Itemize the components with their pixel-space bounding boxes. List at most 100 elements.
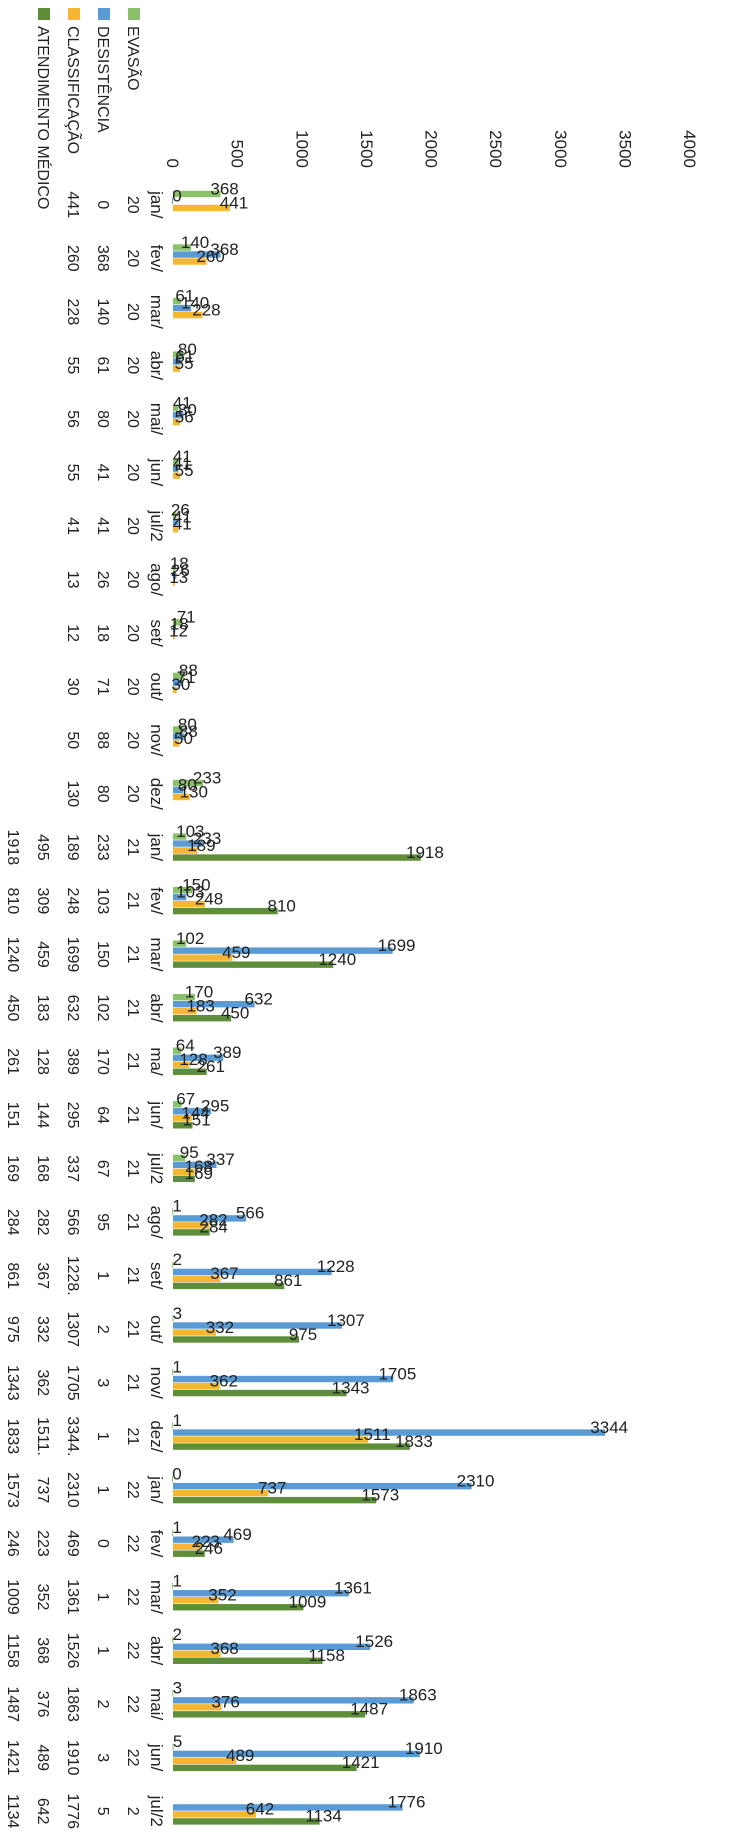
data-label: 13 — [169, 568, 188, 587]
legend-swatch — [38, 8, 50, 20]
x-category-label: jul/2 — [147, 1795, 166, 1827]
data-label: 55 — [175, 461, 194, 480]
table-cell: 246 — [4, 1530, 21, 1557]
data-label: 102 — [176, 929, 204, 948]
data-label: 3 — [173, 1304, 182, 1323]
table-cell: 1134 — [4, 1794, 21, 1829]
data-label: 260 — [196, 247, 224, 266]
bar-atendimento-m-dico — [173, 1604, 303, 1610]
table-cell: 450 — [4, 995, 21, 1022]
data-label: 1 — [172, 1411, 181, 1430]
table-cell: 5 — [94, 1807, 111, 1816]
table-cell: 2 — [124, 1807, 141, 1816]
table-cell: 21 — [124, 1106, 141, 1124]
table-cell: 228 — [64, 299, 81, 326]
data-label: 1134 — [305, 1807, 342, 1826]
table-cell: 389 — [64, 1048, 81, 1075]
bar-atendimento-m-dico — [173, 1711, 365, 1717]
data-label: 1526 — [355, 1632, 393, 1651]
table-cell: 102 — [94, 995, 111, 1022]
table-cell: 1910 — [64, 1740, 81, 1776]
y-tick-label: 500 — [228, 140, 247, 168]
table-cell: 261 — [4, 1048, 21, 1075]
table-cell: 20 — [124, 196, 141, 214]
data-label: 169 — [185, 1164, 213, 1183]
table-cell: 223 — [34, 1530, 51, 1557]
table-cell: 169 — [4, 1155, 21, 1182]
x-category-label: nov/ — [147, 724, 166, 756]
table-cell: 1421 — [4, 1740, 21, 1776]
data-label: 1421 — [342, 1753, 380, 1772]
table-cell: 67 — [94, 1160, 111, 1178]
table-cell: 150 — [94, 941, 111, 968]
x-category-label: jan/ — [147, 190, 166, 219]
table-cell: 21 — [124, 1160, 141, 1178]
table-cell: 1307 — [64, 1311, 81, 1347]
y-tick-label: 4000 — [680, 130, 699, 168]
x-category-label: ma/ — [147, 1047, 166, 1076]
bar-atendimento-m-dico — [173, 1818, 320, 1824]
table-cell: 80 — [94, 410, 111, 428]
table-cell: 1228. — [64, 1256, 81, 1296]
data-label: 489 — [226, 1746, 254, 1765]
y-tick-label: 2000 — [422, 130, 441, 168]
table-cell: 260 — [64, 245, 81, 272]
data-label: 642 — [246, 1800, 274, 1819]
table-cell: 80 — [94, 785, 111, 803]
data-label: 1307 — [327, 1311, 365, 1330]
table-cell: 1 — [94, 1485, 111, 1494]
y-tick-label: 3000 — [551, 130, 570, 168]
table-cell: 376 — [34, 1691, 51, 1718]
data-label: 566 — [236, 1204, 264, 1223]
data-label: 810 — [268, 896, 296, 915]
table-cell: 1776 — [64, 1793, 81, 1829]
data-label: 183 — [186, 997, 214, 1016]
table-cell: 489 — [34, 1744, 51, 1771]
bar-atendimento-m-dico — [173, 854, 421, 860]
data-label: 352 — [208, 1586, 236, 1605]
rotated-frame: 0 500 1000 1500 2000 2500 3000 3500 400036814061… — [4, 8, 699, 1829]
table-cell: 1 — [94, 1646, 111, 1655]
x-category-label: jan/ — [147, 833, 166, 862]
bar-desist-ncia — [173, 1751, 420, 1757]
data-label: 246 — [195, 1539, 223, 1558]
y-tick-label: 1500 — [357, 130, 376, 168]
x-category-label: ago/ — [147, 1206, 166, 1239]
x-category-label: abr/ — [147, 993, 166, 1023]
table-cell: 56 — [64, 410, 81, 428]
data-label: 1833 — [395, 1432, 433, 1451]
data-label: 12 — [169, 622, 188, 641]
table-cell: 737 — [34, 1477, 51, 1504]
data-label: 2310 — [457, 1471, 495, 1490]
data-label: 332 — [206, 1318, 234, 1337]
data-label: 459 — [222, 943, 250, 962]
bar-atendimento-m-dico — [173, 1497, 376, 1503]
table-cell: 41 — [94, 464, 111, 482]
data-label: 1240 — [318, 950, 356, 969]
table-cell: 1918 — [4, 830, 21, 866]
table-cell: 3 — [94, 1753, 111, 1762]
x-category-label: mai/ — [147, 1688, 166, 1720]
x-category-label: dez/ — [147, 778, 166, 810]
table-cell: 22 — [124, 1535, 141, 1553]
x-category-label: nov/ — [147, 1367, 166, 1399]
table-cell: 20 — [124, 785, 141, 803]
table-cell: 352 — [34, 1584, 51, 1611]
data-label: 228 — [192, 300, 220, 319]
table-cell: 368 — [94, 245, 111, 272]
table-cell: 368 — [34, 1637, 51, 1664]
bar-desist-ncia — [173, 947, 393, 953]
data-label: 2 — [173, 1250, 182, 1269]
data-label: 367 — [210, 1264, 238, 1283]
data-label: 151 — [182, 1111, 210, 1130]
x-category-label: dez/ — [147, 1420, 166, 1452]
table-cell: 21 — [124, 999, 141, 1017]
x-category-label: ago/ — [147, 563, 166, 596]
table-cell: 282 — [34, 1209, 51, 1236]
data-label: 261 — [197, 1057, 225, 1076]
data-label: 1863 — [399, 1686, 437, 1705]
table-cell: 71 — [94, 678, 111, 696]
table-cell: 130 — [64, 780, 81, 807]
table-cell: 103 — [94, 888, 111, 915]
